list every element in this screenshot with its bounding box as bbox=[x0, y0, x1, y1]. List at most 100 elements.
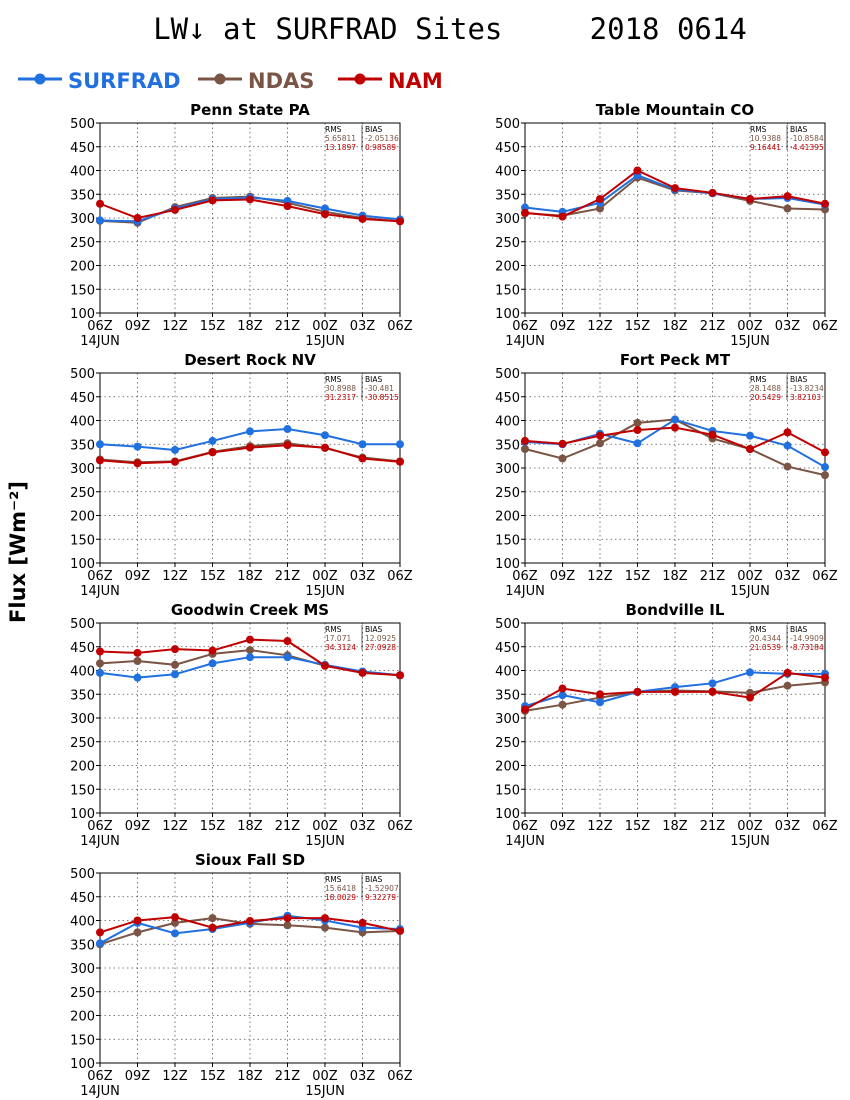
x-tick-label: 06Z bbox=[87, 569, 113, 584]
x-tick-label: 06Z bbox=[87, 319, 113, 334]
y-tick-label: 100 bbox=[495, 307, 520, 322]
data-point-nam bbox=[746, 195, 754, 203]
data-point-nam bbox=[358, 454, 367, 463]
data-point-surfrad bbox=[96, 939, 104, 948]
legend-label-surfrad: SURFRAD bbox=[68, 69, 181, 93]
y-tick-label: 350 bbox=[495, 188, 520, 203]
y-tick-label: 300 bbox=[495, 712, 520, 727]
stats-bias-value: -1.52907 bbox=[365, 884, 399, 893]
data-point-surfrad bbox=[358, 440, 367, 449]
y-tick-label: 350 bbox=[70, 688, 95, 703]
y-tick-label: 300 bbox=[70, 712, 95, 727]
legend: SURFRAD NDAS NAM bbox=[18, 69, 443, 93]
y-tick-label: 250 bbox=[495, 736, 520, 751]
x-tick-label: 18Z bbox=[237, 1069, 263, 1084]
data-point-nam bbox=[633, 687, 642, 696]
data-point-nam bbox=[558, 439, 567, 448]
data-point-ndas bbox=[821, 471, 829, 480]
data-point-ndas bbox=[596, 439, 604, 448]
x-tick-label: 15Z bbox=[200, 319, 226, 334]
data-point-ndas bbox=[283, 921, 292, 930]
y-tick-label: 500 bbox=[70, 117, 95, 132]
stats-rms-value: 31.2317 bbox=[325, 393, 356, 402]
data-point-surfrad bbox=[746, 431, 754, 440]
data-point-nam bbox=[396, 926, 404, 935]
x-tick-label: 15Z bbox=[200, 569, 226, 584]
y-tick-label: 250 bbox=[495, 486, 520, 501]
data-point-surfrad bbox=[208, 436, 217, 445]
y-tick-label: 100 bbox=[70, 1057, 95, 1072]
y-tick-label: 150 bbox=[70, 1033, 95, 1048]
x-tick-label: 00Z bbox=[737, 569, 763, 584]
data-point-ndas bbox=[171, 918, 179, 927]
data-point-nam bbox=[558, 684, 567, 693]
data-point-nam bbox=[783, 192, 792, 201]
x-tick-label: 06Z bbox=[512, 569, 538, 584]
series-nam bbox=[521, 166, 829, 221]
x-tick-label: 06Z bbox=[387, 1069, 413, 1084]
x-date-label: 15JUN bbox=[730, 584, 770, 599]
x-date-label: 14JUN bbox=[80, 334, 120, 349]
x-tick-label: 09Z bbox=[125, 1069, 151, 1084]
y-tick-label: 500 bbox=[70, 367, 95, 382]
x-tick-label: 00Z bbox=[737, 819, 763, 834]
x-tick-label: 15Z bbox=[625, 569, 651, 584]
data-point-ndas bbox=[783, 462, 792, 471]
data-point-surfrad bbox=[321, 204, 329, 213]
y-tick-label: 450 bbox=[495, 141, 520, 156]
y-tick-label: 500 bbox=[70, 867, 95, 882]
stats-rms-value: 21.0539 bbox=[750, 643, 781, 652]
y-tick-label: 100 bbox=[495, 557, 520, 572]
y-tick-label: 300 bbox=[495, 212, 520, 227]
series-nam bbox=[96, 635, 404, 680]
data-point-surfrad bbox=[283, 425, 292, 434]
x-tick-label: 06Z bbox=[512, 319, 538, 334]
x-tick-label: 03Z bbox=[350, 569, 376, 584]
x-tick-label: 09Z bbox=[125, 569, 151, 584]
data-point-nam bbox=[171, 457, 179, 466]
data-point-surfrad bbox=[746, 668, 754, 677]
x-tick-label: 18Z bbox=[237, 569, 263, 584]
data-point-ndas bbox=[96, 659, 104, 668]
y-tick-label: 400 bbox=[495, 415, 520, 430]
stats-rms-value: 17.071 bbox=[325, 634, 351, 643]
y-tick-label: 250 bbox=[495, 236, 520, 251]
x-date-label: 14JUN bbox=[80, 1084, 120, 1099]
stats-rms-value: 34.3124 bbox=[325, 643, 356, 652]
data-point-nam bbox=[283, 914, 292, 923]
y-tick-label: 200 bbox=[70, 1010, 95, 1025]
x-tick-label: 21Z bbox=[275, 319, 301, 334]
legend-marker-surfrad bbox=[34, 73, 46, 85]
x-tick-label: 12Z bbox=[162, 319, 188, 334]
y-tick-label: 450 bbox=[495, 641, 520, 656]
data-point-ndas bbox=[133, 657, 142, 665]
data-point-surfrad bbox=[171, 670, 179, 679]
y-tick-label: 100 bbox=[70, 557, 95, 572]
data-point-ndas bbox=[208, 914, 217, 923]
x-tick-label: 00Z bbox=[737, 319, 763, 334]
stats-box: RMS BIAS 20.4344 -14.9909 21.0539 -8.73184 bbox=[750, 625, 824, 652]
data-point-nam bbox=[283, 637, 292, 646]
y-tick-label: 250 bbox=[70, 486, 95, 501]
data-point-ndas bbox=[633, 418, 642, 427]
x-tick-label: 18Z bbox=[237, 819, 263, 834]
x-tick-label: 00Z bbox=[312, 819, 338, 834]
chart-panel-sioux-fall-sd: Sioux Fall SD 100 150 200 250 300 350 400 450 500… bbox=[70, 851, 413, 1099]
data-point-surfrad bbox=[596, 698, 604, 707]
y-tick-label: 450 bbox=[70, 391, 95, 406]
x-tick-label: 21Z bbox=[700, 819, 726, 834]
data-point-surfrad bbox=[396, 440, 404, 449]
y-tick-label: 450 bbox=[70, 891, 95, 906]
stats-rms-value: 28.1488 bbox=[750, 384, 781, 393]
y-tick-label: 450 bbox=[70, 641, 95, 656]
y-tick-label: 450 bbox=[70, 141, 95, 156]
data-point-ndas bbox=[783, 681, 792, 690]
stats-header-bias: BIAS bbox=[365, 625, 382, 634]
data-point-surfrad bbox=[133, 442, 142, 451]
stats-box: RMS BIAS 17.071 12.0925 34.3124 27.0928 bbox=[325, 625, 396, 652]
data-point-nam bbox=[246, 443, 254, 452]
data-point-surfrad bbox=[96, 440, 104, 449]
chart-panel-penn-state-pa: Penn State PA 100 150 200 250 300 350 400 450 500… bbox=[70, 101, 413, 349]
data-point-surfrad bbox=[96, 216, 104, 225]
data-point-ndas bbox=[321, 923, 329, 932]
